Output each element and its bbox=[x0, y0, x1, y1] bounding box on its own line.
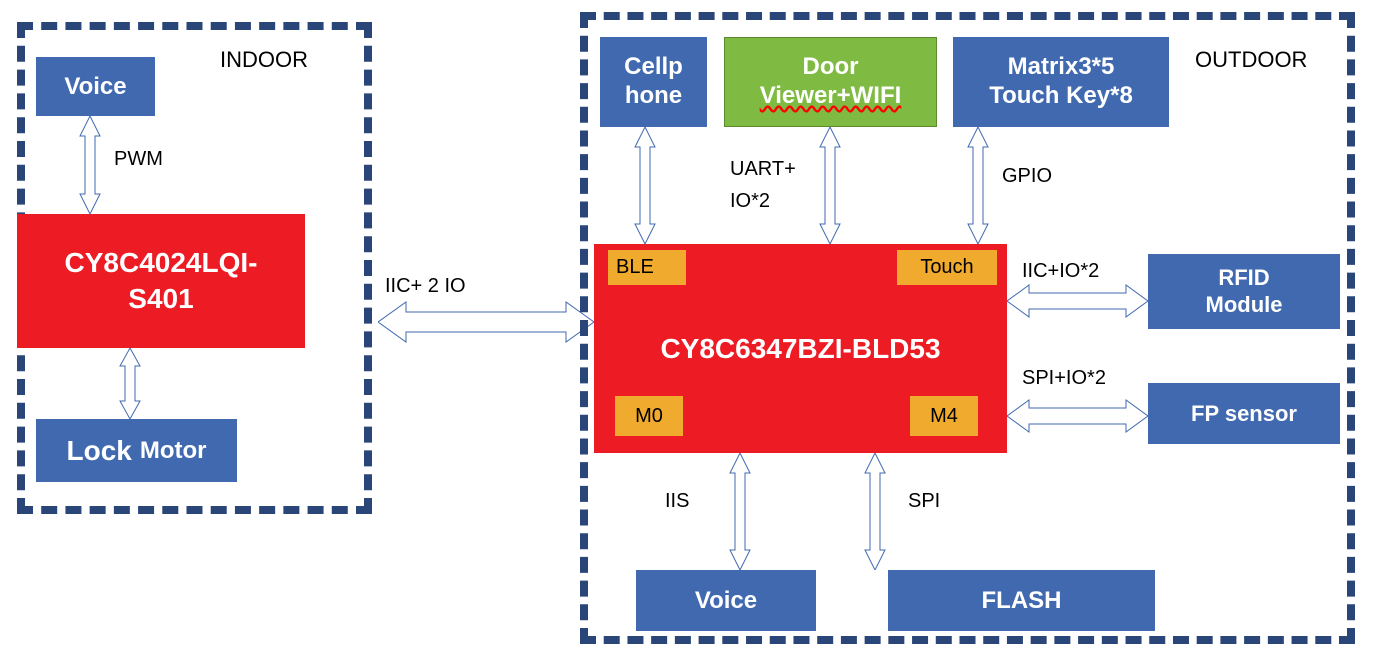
cellphone-block: Cellp hone bbox=[600, 37, 707, 127]
cell-l2: hone bbox=[625, 82, 682, 111]
gpio-label: GPIO bbox=[1002, 165, 1052, 188]
rfid-l2: Module bbox=[1206, 292, 1283, 318]
iis-label: IIS bbox=[665, 490, 689, 513]
matrix-l1: Matrix3*5 bbox=[1008, 53, 1115, 82]
rfid-block: RFID Module bbox=[1148, 254, 1340, 329]
lock-label-1: Lock bbox=[66, 435, 131, 467]
connector-label: IIC+ 2 IO bbox=[385, 275, 466, 298]
indoor-mcu-line2: S401 bbox=[128, 281, 193, 317]
arrow-mcu-rfid bbox=[1007, 283, 1148, 319]
lock-label-2: Motor bbox=[140, 437, 207, 465]
arrow-mcu-lock bbox=[110, 348, 150, 419]
outdoor-mcu-label: CY8C6347BZI-BLD53 bbox=[660, 333, 940, 365]
door-viewer-block: Door Viewer+WIFI bbox=[724, 37, 937, 127]
touch-tag: Touch bbox=[897, 250, 997, 285]
door-l2: Viewer+WIFI bbox=[760, 82, 902, 111]
arrow-mcu-voice2 bbox=[720, 453, 760, 570]
arrow-matrix-mcu bbox=[958, 127, 998, 244]
arrow-mcu-flash bbox=[855, 453, 895, 570]
matrix-l2: Touch Key*8 bbox=[989, 82, 1133, 111]
voice-block-indoor: Voice bbox=[36, 57, 155, 116]
lock-motor-block: Lock Motor bbox=[36, 419, 237, 482]
indoor-mcu: CY8C4024LQI- S401 bbox=[17, 214, 305, 348]
voice-block-outdoor: Voice bbox=[636, 570, 816, 631]
cell-l1: Cellp bbox=[624, 53, 683, 82]
arrow-voice-mcu bbox=[70, 116, 110, 214]
m4-tag: M4 bbox=[910, 396, 978, 436]
arrow-mcu-fp bbox=[1007, 398, 1148, 434]
arrow-cell-mcu bbox=[625, 127, 665, 244]
rfid-l1: RFID bbox=[1218, 265, 1269, 291]
spi2-label: SPI bbox=[908, 490, 940, 513]
outdoor-title: OUTDOOR bbox=[1195, 47, 1307, 73]
matrix-block: Matrix3*5 Touch Key*8 bbox=[953, 37, 1169, 127]
fp-sensor-block: FP sensor bbox=[1148, 383, 1340, 444]
indoor-title: INDOOR bbox=[220, 47, 308, 73]
ble-tag: BLE bbox=[608, 250, 686, 285]
door-l1: Door bbox=[803, 53, 859, 82]
arrow-door-mcu bbox=[810, 127, 850, 244]
spi-io2-label: SPI+IO*2 bbox=[1022, 367, 1106, 390]
io2-label: IO*2 bbox=[730, 190, 770, 213]
m0-tag: M0 bbox=[615, 396, 683, 436]
flash-block: FLASH bbox=[888, 570, 1155, 631]
arrow-indoor-outdoor bbox=[378, 300, 594, 344]
iic-io2-label: IIC+IO*2 bbox=[1022, 260, 1099, 283]
indoor-mcu-line1: CY8C4024LQI- bbox=[65, 245, 258, 281]
pwm-label: PWM bbox=[114, 148, 163, 171]
uart-label: UART+ bbox=[730, 158, 796, 181]
